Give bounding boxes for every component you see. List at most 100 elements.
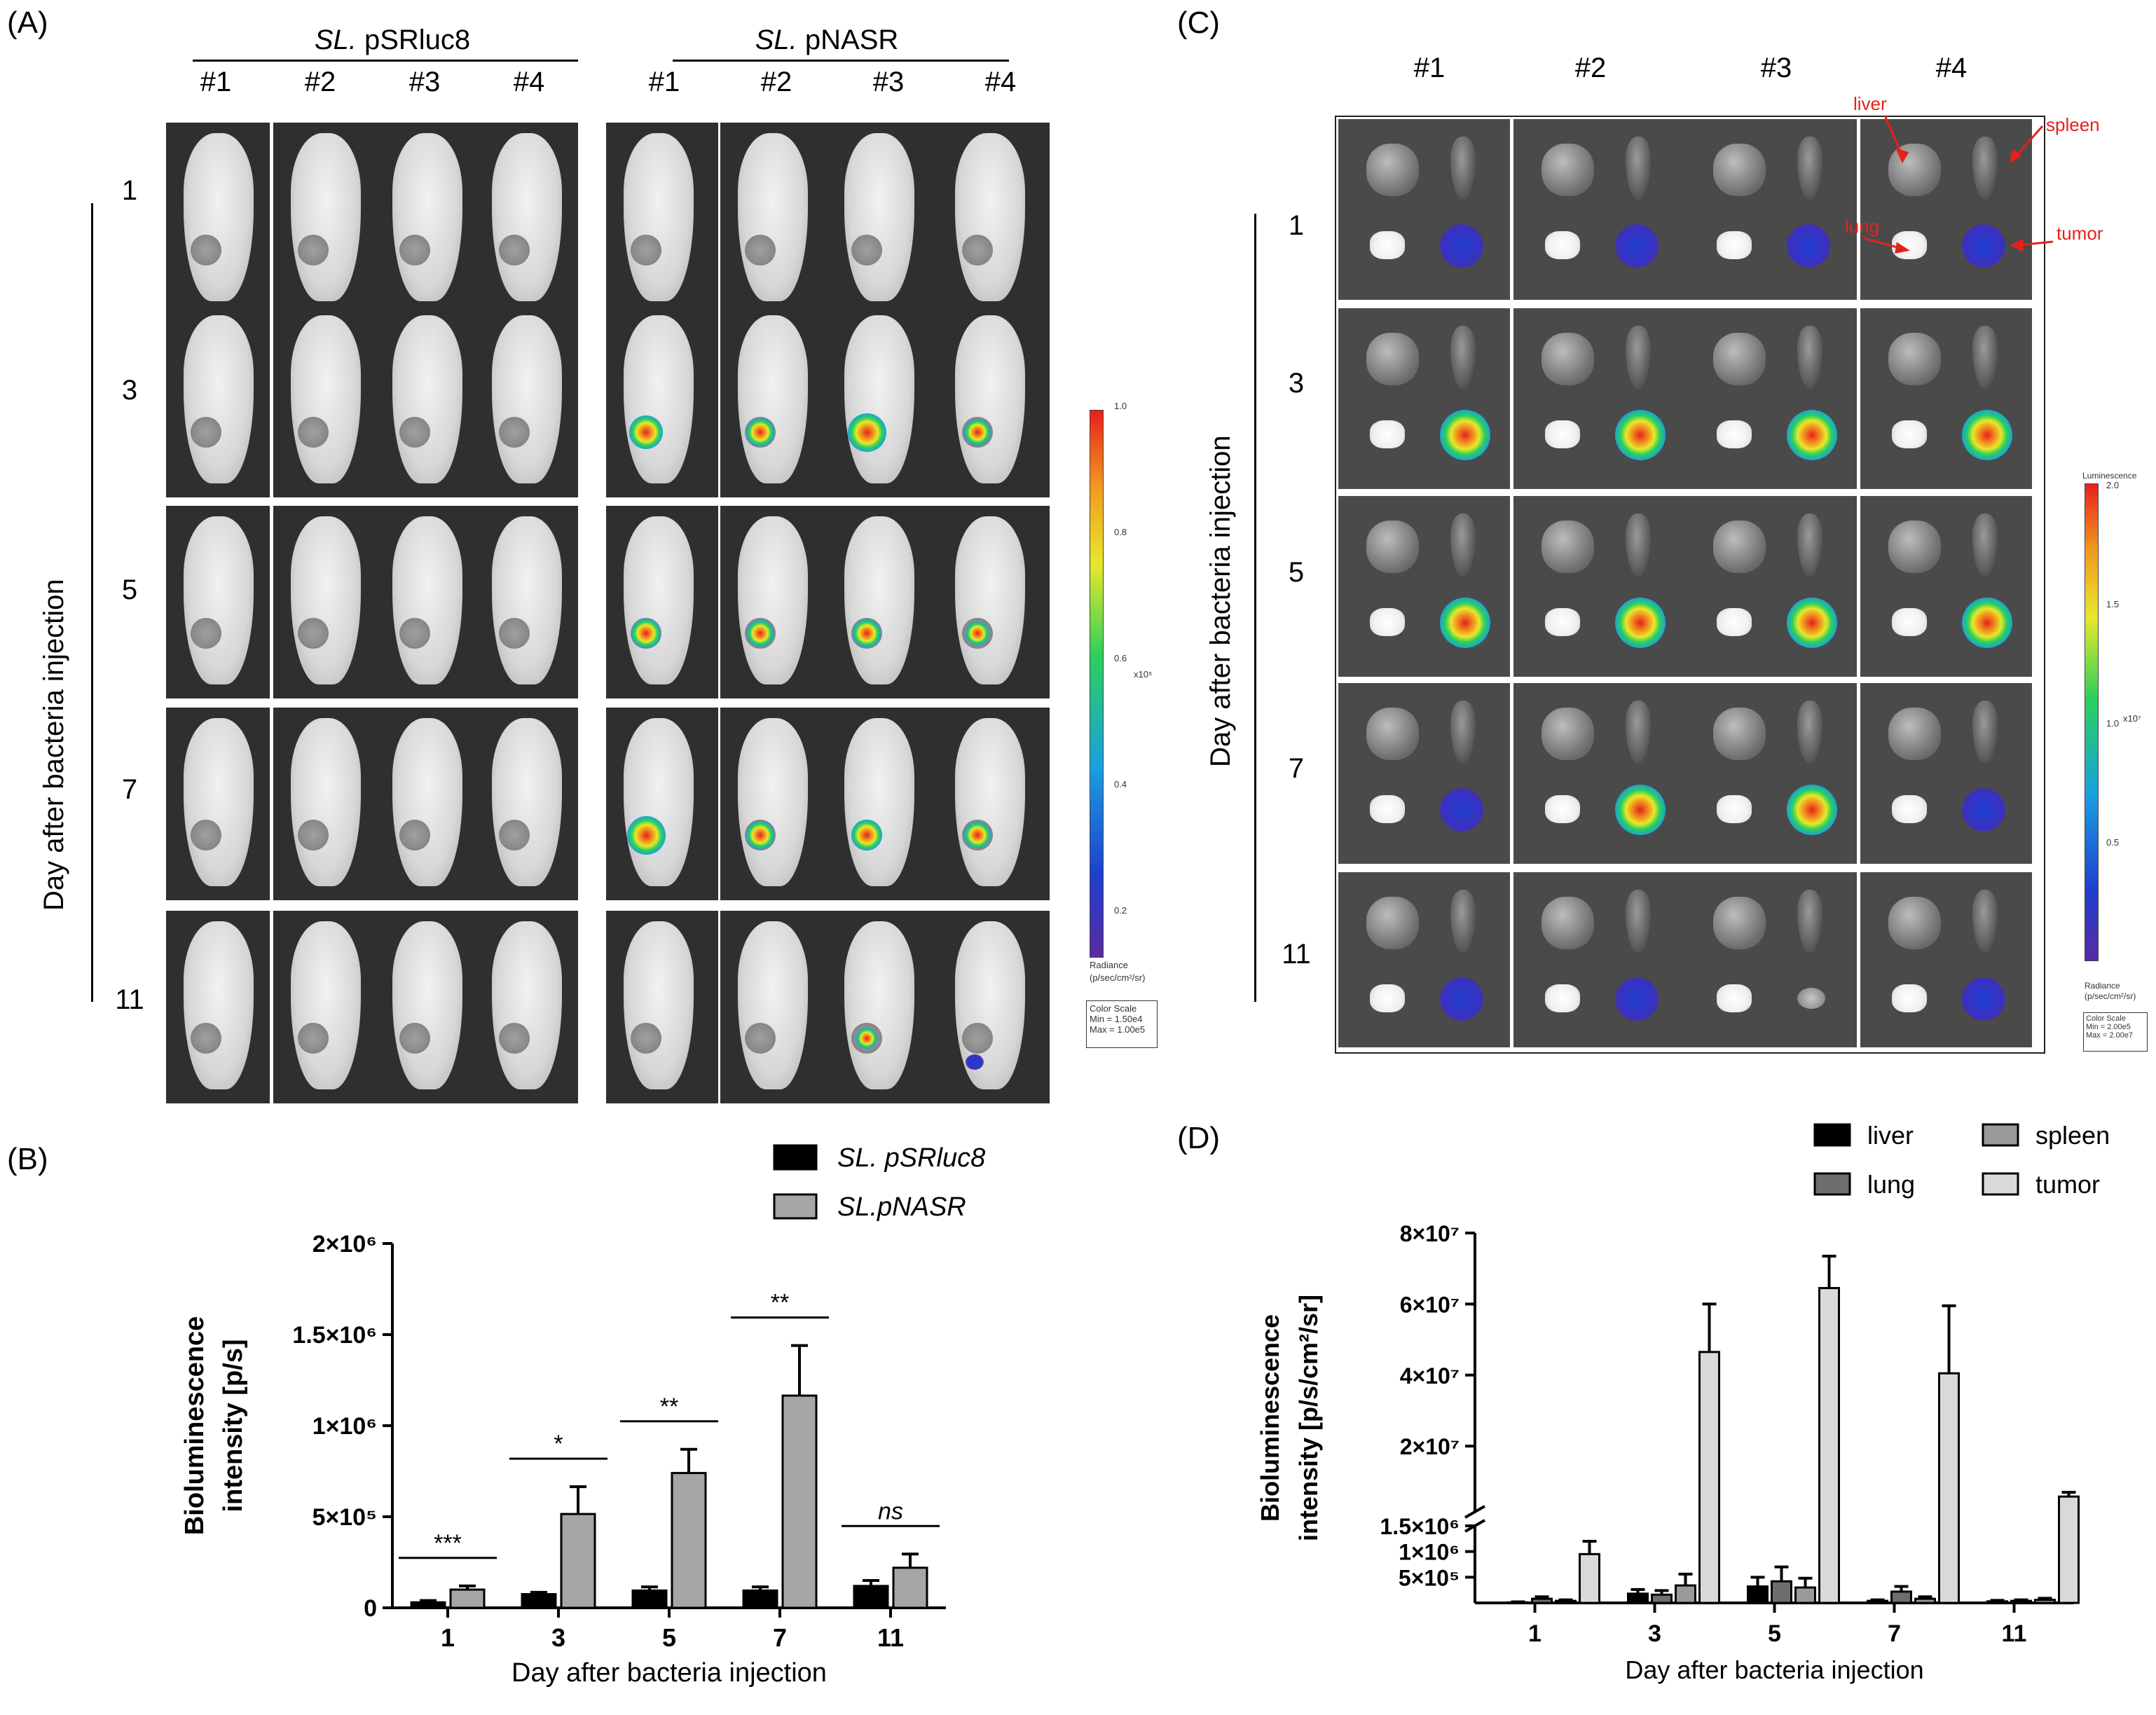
a-scale-tick-2: 0.8 xyxy=(1114,527,1127,537)
group2-prefix: SL. xyxy=(755,25,797,55)
tumor-site xyxy=(191,1023,221,1054)
lung-organ xyxy=(1545,608,1580,636)
bioluminescence-signal xyxy=(853,619,881,647)
mouse-image-tile xyxy=(720,506,832,698)
lung-organ xyxy=(1370,984,1405,1012)
a-mouse-label-3: #3 xyxy=(408,67,441,97)
tumor-site xyxy=(298,235,329,266)
bioluminescence-signal xyxy=(626,815,666,855)
tumor-site xyxy=(631,1023,661,1054)
mouse-image-tile xyxy=(827,911,939,1103)
a-mouse-label-8: #4 xyxy=(984,67,1017,97)
tumor-bioluminescence xyxy=(1615,977,1659,1021)
tumor-site xyxy=(191,235,221,266)
mouse-image-tile xyxy=(606,708,718,900)
mouse-body xyxy=(184,315,254,483)
a-scale-box-line1: Color Scale xyxy=(1090,1003,1137,1014)
bar xyxy=(853,1585,889,1609)
c-mouse-label-2: #2 xyxy=(1574,53,1607,83)
spleen-organ xyxy=(1626,890,1651,953)
a-scale-units: (p/sec/cm²/sr) xyxy=(1090,972,1146,983)
lung-organ xyxy=(1717,608,1752,636)
spleen-organ xyxy=(1450,890,1476,953)
mouse-image-tile xyxy=(273,305,377,497)
liver-organ xyxy=(1713,333,1766,385)
tumor-organ xyxy=(1797,988,1825,1009)
organ-image-tile xyxy=(1860,872,2032,1047)
c-day-1: 1 xyxy=(1288,210,1305,241)
bar xyxy=(2034,1599,2056,1604)
x-tick-label: 11 xyxy=(877,1623,904,1652)
mouse-body xyxy=(492,133,562,301)
tumor-bioluminescence xyxy=(1615,224,1659,268)
axis-break-mark xyxy=(1464,1505,1485,1519)
organ-image-tile xyxy=(1860,308,2032,489)
mouse-image-tile xyxy=(938,708,1050,900)
organ-image-tile xyxy=(1685,496,1857,677)
bar xyxy=(449,1588,486,1609)
x-tick-label: 7 xyxy=(773,1623,787,1652)
mouse-body xyxy=(844,133,914,301)
bar xyxy=(1698,1351,1720,1604)
lung-organ xyxy=(1892,420,1927,448)
x-tick-label: 7 xyxy=(1888,1620,1901,1647)
lung-organ xyxy=(1370,795,1405,823)
c-scale-tick-3: 1.0 xyxy=(2106,718,2120,729)
tumor-site xyxy=(499,235,530,266)
y-tick-label: 6×10⁷ xyxy=(1400,1292,1460,1317)
lung-organ xyxy=(1717,984,1752,1012)
bar xyxy=(671,1472,707,1609)
spleen-organ xyxy=(1797,514,1822,577)
c-day-5: 5 xyxy=(1288,557,1305,588)
y-axis-label-line1: Bioluminescence xyxy=(180,1316,210,1536)
legend-label: lung xyxy=(1867,1170,1915,1199)
mouse-image-tile xyxy=(827,123,939,315)
x-tick-label: 3 xyxy=(1648,1620,1661,1647)
group1-prefix: SL. xyxy=(314,25,357,55)
bar xyxy=(521,1593,557,1609)
y-tick-label: 1×10⁶ xyxy=(313,1413,377,1440)
organ-image-tile xyxy=(1685,872,1857,1047)
tumor-site xyxy=(191,618,221,649)
tumor-site xyxy=(631,235,661,266)
tumor-site xyxy=(298,618,329,649)
y-tick-label: 2×10⁷ xyxy=(1400,1434,1460,1459)
bioluminescence-signal xyxy=(964,822,991,848)
liver-organ xyxy=(1888,897,1941,949)
mouse-body xyxy=(738,718,808,886)
annotation-tumor: tumor xyxy=(2057,223,2103,244)
a-day-11: 11 xyxy=(115,984,144,1015)
organ-image-tile xyxy=(1860,119,2032,300)
c-scale-units: (p/sec/cm²/sr) xyxy=(2085,991,2136,1001)
mouse-image-tile xyxy=(827,305,939,497)
mouse-body xyxy=(624,718,694,886)
bar xyxy=(1938,1372,1960,1604)
spleen-organ xyxy=(1450,326,1476,389)
mouse-image-tile xyxy=(938,305,1050,497)
mouse-image-tile xyxy=(938,123,1050,315)
tumor-bioluminescence xyxy=(1962,598,2012,648)
organ-image-tile xyxy=(1513,308,1685,489)
tumor-site xyxy=(499,618,530,649)
mouse-body xyxy=(955,516,1025,684)
c-day-bracket xyxy=(1254,214,1256,1002)
spleen-organ xyxy=(1626,514,1651,577)
organ-image-tile xyxy=(1338,308,1510,489)
bar xyxy=(1771,1580,1792,1604)
tumor-bioluminescence xyxy=(1787,224,1830,268)
panel-a-letter: (A) xyxy=(7,6,48,40)
mouse-body xyxy=(738,133,808,301)
legend-swatch xyxy=(1813,1123,1851,1147)
c-mouse-label-3: #3 xyxy=(1760,53,1792,83)
bar xyxy=(1579,1552,1600,1604)
c-scale-box-line1: Color Scale xyxy=(2086,1014,2126,1023)
a-scale-box: Color Scale Min = 1.50e4 Max = 1.00e5 xyxy=(1086,1000,1158,1048)
bar xyxy=(1627,1592,1649,1604)
tumor-bioluminescence xyxy=(1440,598,1490,648)
mouse-image-tile xyxy=(166,911,270,1103)
chart-b: 0 5×10⁵ 1×10⁶ 1.5×10⁶ 2×10⁶ 1 *** 3 * 5 ** 7 ** 11 ns D… xyxy=(180,1143,985,1688)
mouse-body xyxy=(291,921,361,1089)
spleen-organ xyxy=(1450,514,1476,577)
tumor-site xyxy=(499,1023,530,1054)
